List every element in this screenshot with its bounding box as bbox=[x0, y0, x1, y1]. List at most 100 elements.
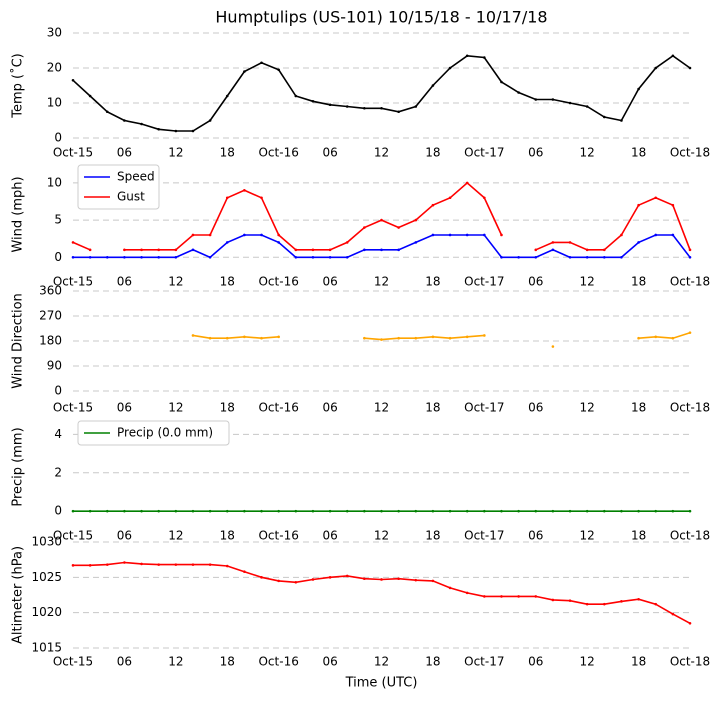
data-point bbox=[585, 602, 589, 606]
x-tick-label: Oct-18 bbox=[670, 655, 710, 669]
data-point bbox=[448, 586, 452, 590]
data-point bbox=[191, 129, 195, 133]
x-tick-label: 12 bbox=[168, 275, 183, 289]
data-point bbox=[431, 579, 435, 583]
data-point bbox=[585, 105, 589, 108]
data-point bbox=[157, 563, 160, 566]
data-point bbox=[88, 564, 92, 567]
x-tick-label: Oct-17 bbox=[464, 146, 504, 160]
data-line bbox=[72, 181, 691, 251]
x-tick-label: 18 bbox=[425, 401, 440, 415]
data-point bbox=[260, 61, 263, 65]
y-tick-label: 90 bbox=[47, 359, 62, 373]
data-point bbox=[448, 196, 452, 200]
x-tick-label: 18 bbox=[425, 146, 440, 160]
data-point bbox=[328, 248, 332, 252]
y-tick-label: 10 bbox=[47, 175, 62, 189]
data-point bbox=[311, 99, 315, 103]
x-tick-label: 12 bbox=[580, 275, 595, 289]
x-tick-label: 12 bbox=[374, 401, 389, 415]
y-tick-label: 30 bbox=[47, 26, 62, 40]
data-point bbox=[620, 600, 623, 603]
data-point bbox=[603, 248, 606, 252]
x-tick-label: 12 bbox=[168, 529, 183, 543]
data-point bbox=[311, 248, 315, 252]
data-point bbox=[483, 233, 486, 237]
chart-title: Humptulips (US-101) 10/15/18 - 10/17/18 bbox=[215, 8, 547, 27]
data-point bbox=[277, 68, 280, 72]
data-point bbox=[191, 563, 195, 566]
data-point bbox=[123, 248, 126, 252]
y-tick-label: 1015 bbox=[31, 641, 62, 655]
data-line bbox=[73, 234, 691, 259]
x-tick-label: 06 bbox=[528, 529, 543, 543]
data-point bbox=[671, 54, 675, 58]
data-point bbox=[483, 334, 486, 337]
x-tick-label: 18 bbox=[220, 655, 235, 669]
data-point bbox=[517, 595, 520, 598]
data-point bbox=[380, 509, 383, 513]
data-point bbox=[671, 509, 675, 513]
y-tick-label: 20 bbox=[47, 61, 62, 75]
data-point bbox=[71, 78, 75, 82]
data-point bbox=[88, 94, 92, 98]
data-point bbox=[243, 570, 246, 573]
data-point bbox=[191, 233, 195, 237]
data-point bbox=[688, 66, 692, 70]
data-point bbox=[225, 196, 229, 200]
data-point bbox=[71, 509, 75, 513]
data-point bbox=[208, 255, 212, 259]
data-point bbox=[500, 595, 503, 598]
data-point bbox=[483, 196, 486, 200]
data-point bbox=[294, 580, 298, 584]
data-point bbox=[123, 561, 126, 564]
x-tick-label: Oct-17 bbox=[464, 655, 504, 669]
x-tick-label: 18 bbox=[631, 275, 646, 289]
data-point bbox=[637, 241, 640, 244]
data-point bbox=[551, 98, 555, 101]
data-point bbox=[105, 110, 109, 114]
x-tick-label: Oct-18 bbox=[670, 529, 710, 543]
data-point bbox=[174, 509, 178, 513]
data-point bbox=[688, 509, 692, 513]
data-point bbox=[380, 106, 383, 110]
data-point bbox=[551, 509, 555, 513]
data-point bbox=[123, 255, 126, 259]
x-tick-label: 06 bbox=[117, 529, 132, 543]
data-point bbox=[397, 509, 400, 513]
data-point bbox=[157, 127, 160, 131]
data-line bbox=[72, 54, 691, 132]
data-point bbox=[363, 577, 366, 581]
data-point bbox=[174, 563, 178, 566]
data-point bbox=[294, 248, 298, 252]
data-point bbox=[88, 509, 92, 513]
x-tick-label: 12 bbox=[168, 655, 183, 669]
data-point bbox=[345, 509, 349, 513]
y-axis-label: Altimeter (hPa) bbox=[11, 546, 26, 644]
data-point bbox=[225, 509, 229, 513]
data-point bbox=[397, 336, 400, 340]
x-tick-label: 06 bbox=[528, 146, 543, 160]
data-point bbox=[380, 218, 383, 222]
data-point bbox=[551, 598, 555, 602]
data-point bbox=[448, 66, 452, 70]
y-tick-label: 2 bbox=[54, 465, 62, 479]
data-point bbox=[414, 578, 418, 582]
y-tick-label: 1020 bbox=[31, 605, 62, 619]
data-point bbox=[328, 576, 332, 579]
x-tick-label: 18 bbox=[425, 655, 440, 669]
data-point bbox=[671, 336, 675, 340]
y-axis-label: Temp (˚C) bbox=[10, 53, 26, 119]
data-point bbox=[654, 602, 658, 606]
x-tick-label: Oct-17 bbox=[464, 401, 504, 415]
data-point bbox=[140, 562, 143, 566]
x-tick-label: Oct-15 bbox=[53, 401, 93, 415]
y-tick-label: 1025 bbox=[31, 570, 62, 584]
data-line bbox=[192, 331, 691, 341]
data-point bbox=[534, 248, 538, 252]
data-point bbox=[88, 248, 92, 252]
data-point bbox=[500, 233, 503, 237]
data-point bbox=[208, 336, 212, 340]
data-point bbox=[465, 335, 469, 339]
data-point bbox=[431, 335, 435, 339]
